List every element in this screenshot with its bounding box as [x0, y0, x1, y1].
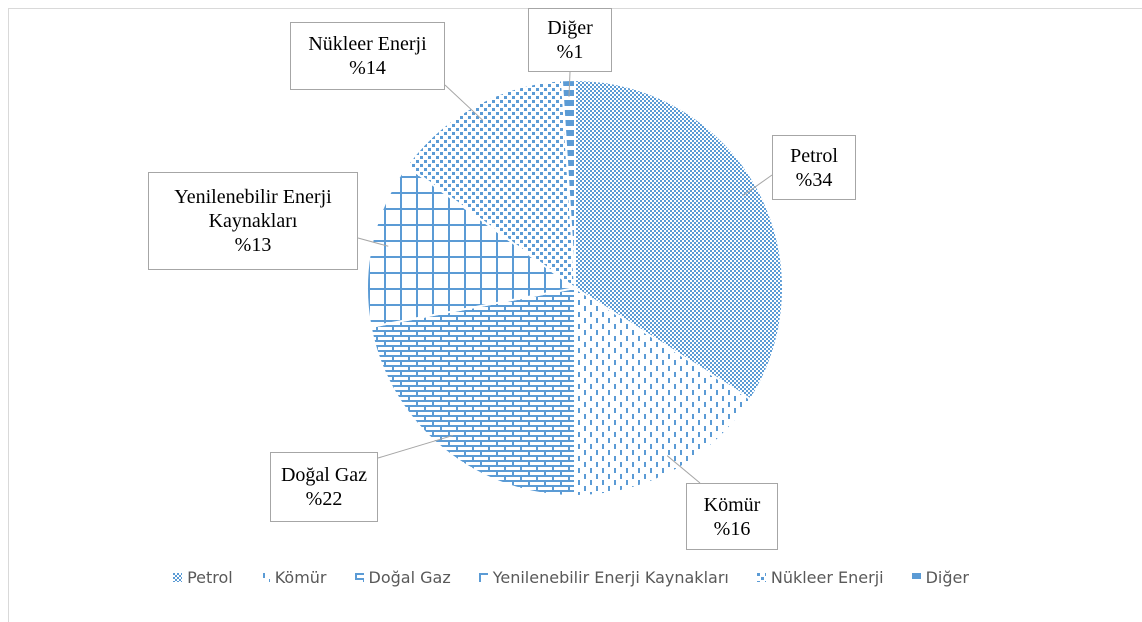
legend-label: Kömür [274, 568, 327, 587]
legend-swatch [260, 573, 270, 582]
data-callout: Diğer %1 [528, 8, 612, 72]
legend-swatch-fill [354, 573, 364, 582]
pie-slice [560, 78, 576, 289]
callout-category: Kömür [703, 493, 761, 516]
legend-label: Doğal Gaz [368, 568, 451, 587]
data-callout: Kömür %16 [686, 483, 778, 550]
legend: Petrol Kömür Doğal Gaz Yenilenebilir Enerji… [0, 568, 1142, 587]
callout-category: Diğer [547, 17, 593, 39]
callout-category: Petrol [790, 144, 838, 167]
data-callout: Nükleer Enerji %14 [290, 22, 445, 90]
leader-line [742, 174, 773, 197]
legend-item: Diğer [911, 568, 969, 587]
data-callout: Petrol %34 [772, 135, 856, 200]
legend-item: Nükleer Enerji [756, 568, 884, 587]
leader-line [666, 455, 701, 484]
legend-label: Nükleer Enerji [770, 568, 884, 587]
pie-slice [574, 78, 784, 401]
legend-swatch [756, 573, 766, 582]
pie-slice [574, 286, 753, 498]
callout-value: %34 [795, 168, 833, 191]
data-callout: Doğal Gaz %22 [270, 452, 378, 522]
pie-slice [369, 286, 576, 498]
legend-item: Doğal Gaz [354, 568, 451, 587]
legend-item: Yenilenebilir Enerji Kaynakları [478, 568, 729, 587]
legend-swatch [354, 573, 364, 582]
leader-line [568, 71, 571, 97]
callout-value: %22 [305, 488, 343, 510]
legend-swatch [478, 573, 488, 582]
legend-swatch [911, 573, 921, 582]
legend-swatch [173, 573, 183, 582]
legend-item: Petrol [173, 568, 233, 587]
pie-slice [405, 79, 577, 291]
callout-value: %13 [234, 234, 272, 256]
callout-value: %16 [713, 517, 751, 540]
legend-swatch-fill [260, 573, 270, 582]
legend-item: Kömür [260, 568, 327, 587]
callout-value: %14 [349, 57, 386, 79]
callout-category: Yenilenebilir Enerji Kaynakları [174, 186, 332, 232]
legend-label: Petrol [187, 568, 233, 587]
leader-line [444, 84, 484, 121]
callout-value: %1 [556, 41, 584, 63]
leader-line [377, 434, 454, 459]
legend-swatch-fill [756, 573, 766, 582]
legend-label: Diğer [925, 568, 969, 587]
legend-label: Yenilenebilir Enerji Kaynakları [492, 568, 729, 587]
legend-swatch-fill [173, 573, 183, 582]
callout-category: Doğal Gaz [280, 464, 368, 486]
legend-swatch-fill [911, 573, 921, 582]
pie-slice [366, 164, 578, 329]
callout-category: Nükleer Enerji [308, 33, 427, 55]
data-callout: Yenilenebilir Enerji Kaynakları %13 [148, 172, 358, 270]
legend-swatch-fill [478, 573, 488, 582]
leader-line [357, 237, 389, 247]
